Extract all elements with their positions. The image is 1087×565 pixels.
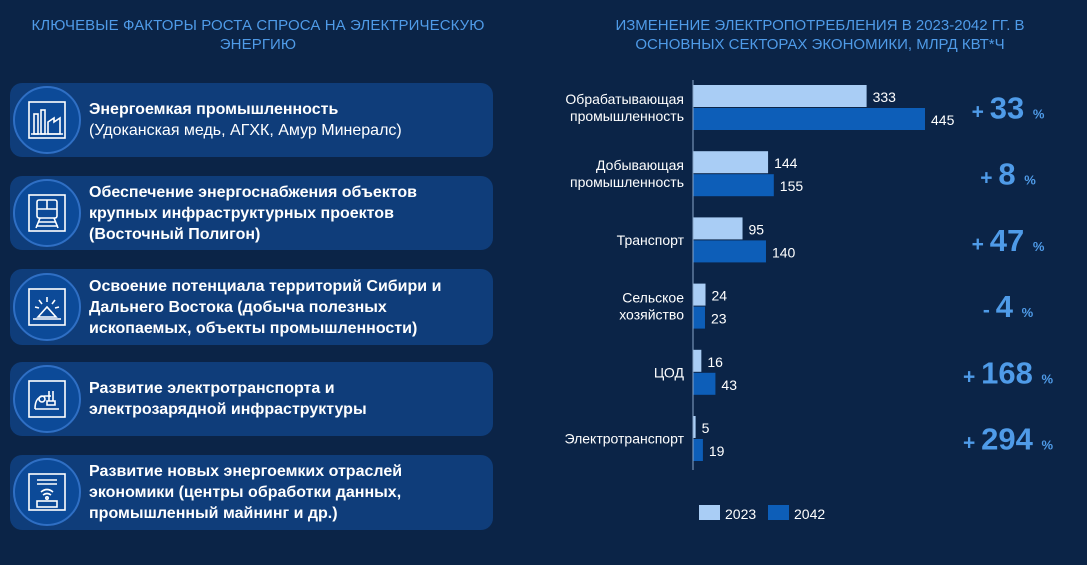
data-label-2042: 140 (772, 244, 796, 260)
factor-card-text: Энергоемкая промышленность (Удоканская ме… (89, 101, 402, 139)
data-label-2042: 23 (711, 311, 727, 327)
bar-2042 (693, 306, 705, 329)
category-label: ЦОД (654, 364, 685, 380)
legend-label: 2042 (794, 506, 825, 522)
data-center-icon (13, 458, 81, 526)
bar-2023 (693, 85, 867, 107)
bar-2023 (693, 151, 769, 174)
factor-card: Освоение потенциала территорий Сибири и … (10, 269, 493, 345)
legend-swatch-2042 (768, 505, 789, 520)
train-icon (13, 179, 81, 247)
growth-label: - 4 % (983, 289, 1034, 324)
factor-card-text: Обеспечение энергоснабжения объектов кру… (89, 184, 417, 243)
factor-card: Энергоемкая промышленность (Удоканская ме… (10, 83, 493, 157)
bar-2042 (693, 108, 925, 130)
data-label-2023: 144 (774, 155, 798, 171)
data-label-2042: 155 (780, 178, 804, 194)
category-label: Обрабатывающая промышленность (565, 91, 684, 124)
factor-card: Развитие электротранспорта и электрозаря… (10, 362, 493, 436)
chart-title: ИЗМЕНЕНИЕ ЭЛЕКТРОПОТРЕБЛЕНИЯ В 2023-2042… (615, 17, 1025, 53)
category-label: Добывающая промышленность (570, 157, 684, 190)
growth-label: + 47 % (972, 223, 1045, 258)
data-label-2042: 43 (721, 377, 737, 393)
mining-icon (13, 273, 81, 341)
data-label-2023: 333 (873, 89, 897, 105)
factor-card: Развитие новых энергоемких отраслей экон… (10, 455, 493, 530)
bar-2023 (693, 416, 696, 438)
bar-2042 (693, 372, 716, 395)
ev-icon (13, 365, 81, 433)
factor-card: Обеспечение энергоснабжения объектов кру… (10, 176, 493, 250)
data-label-2042: 19 (709, 443, 725, 459)
legend-label: 2023 (725, 506, 756, 522)
category-label: Сельское хозяйство (619, 290, 684, 323)
bar-2042 (693, 439, 703, 461)
data-label-2023: 5 (702, 420, 710, 436)
factor-card-text: Развитие электротранспорта и электрозаря… (89, 380, 367, 418)
data-label-2042: 445 (931, 112, 955, 128)
data-label-2023: 16 (707, 354, 723, 370)
factor-card-text: Освоение потенциала территорий Сибири и … (89, 278, 442, 337)
growth-label: + 294 % (963, 422, 1053, 457)
category-label: Транспорт (617, 232, 685, 248)
factory-icon (13, 86, 81, 154)
bar-2023 (693, 349, 702, 372)
legend-swatch-2023 (699, 505, 720, 520)
bar-2042 (693, 174, 774, 197)
bar-2023 (693, 217, 743, 240)
bar-2023 (693, 283, 706, 306)
left-section-title: КЛЮЧЕВЫЕ ФАКТОРЫ РОСТА СПРОСА НА ЭЛЕКТРИ… (31, 17, 485, 53)
data-label-2023: 95 (749, 221, 765, 237)
category-label: Электротранспорт (565, 431, 685, 447)
factor-card-text: Развитие новых энергоемких отраслей экон… (89, 463, 403, 522)
bar-2042 (693, 240, 766, 263)
growth-label: + 8 % (980, 157, 1036, 192)
growth-label: + 33 % (972, 91, 1045, 126)
data-label-2023: 24 (712, 288, 728, 304)
growth-label: + 168 % (963, 355, 1053, 390)
